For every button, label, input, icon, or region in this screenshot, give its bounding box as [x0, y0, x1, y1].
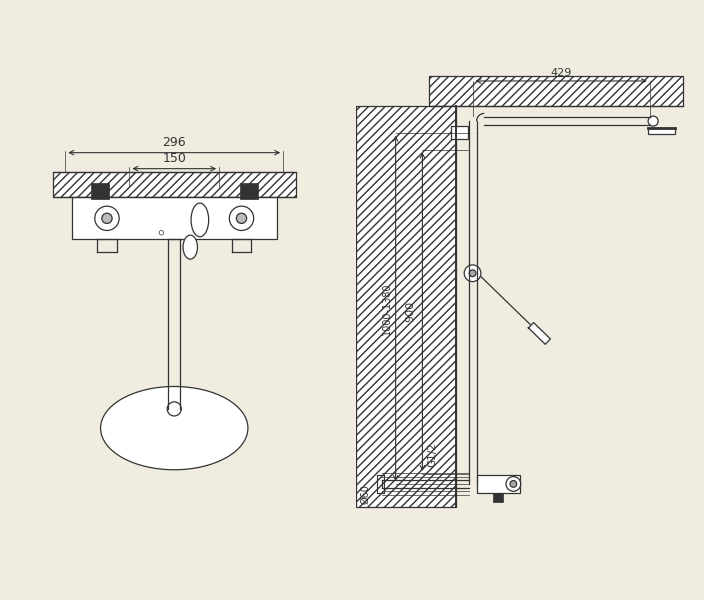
Bar: [648, 128, 675, 134]
Circle shape: [506, 476, 521, 491]
Bar: [240, 183, 258, 199]
Bar: [91, 183, 108, 199]
Bar: [53, 172, 296, 197]
Circle shape: [237, 213, 246, 223]
Text: 900: 900: [406, 301, 415, 322]
Ellipse shape: [101, 386, 248, 470]
Ellipse shape: [183, 235, 197, 259]
Circle shape: [648, 116, 658, 126]
Circle shape: [469, 270, 476, 277]
Circle shape: [230, 206, 253, 230]
Text: 150: 150: [163, 152, 186, 166]
Circle shape: [102, 213, 112, 223]
Text: Ø60: Ø60: [360, 484, 370, 504]
Text: 1000-1380: 1000-1380: [382, 282, 392, 335]
Bar: [429, 76, 683, 106]
Bar: [451, 126, 467, 139]
Circle shape: [464, 265, 481, 281]
Ellipse shape: [191, 203, 208, 237]
Bar: [477, 475, 520, 493]
Polygon shape: [529, 323, 551, 344]
Bar: [72, 197, 277, 239]
Circle shape: [159, 230, 163, 235]
Text: 296: 296: [163, 136, 186, 149]
Circle shape: [95, 206, 119, 230]
Bar: [494, 493, 503, 502]
Text: G1/2: G1/2: [427, 442, 437, 467]
Text: 429: 429: [551, 68, 572, 77]
Circle shape: [510, 481, 517, 487]
Circle shape: [167, 402, 182, 416]
Bar: [356, 106, 456, 508]
